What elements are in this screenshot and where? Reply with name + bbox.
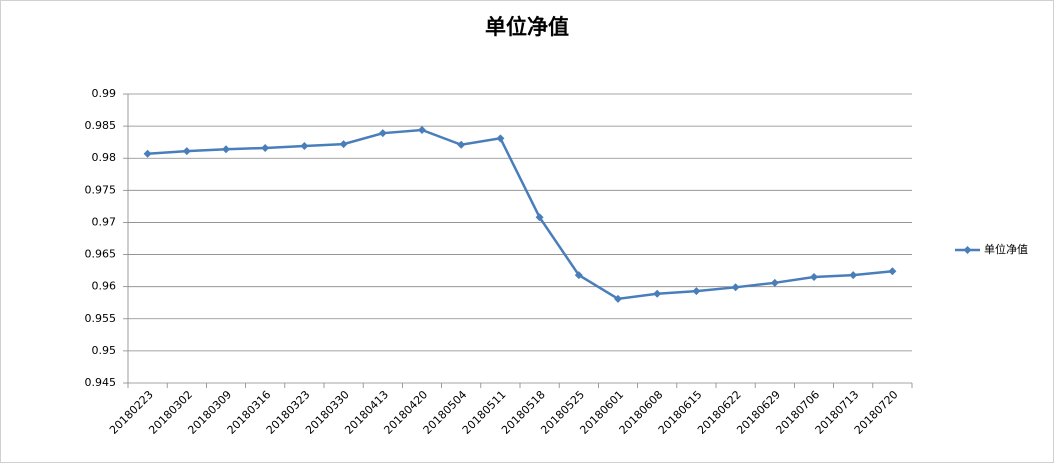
marker bbox=[849, 271, 858, 280]
marker bbox=[339, 140, 348, 149]
y-tick-label: 0.95 bbox=[92, 344, 117, 357]
marker bbox=[653, 289, 662, 298]
marker bbox=[378, 129, 387, 138]
y-tick-label: 0.96 bbox=[92, 280, 117, 293]
marker bbox=[810, 273, 818, 282]
marker bbox=[182, 147, 191, 156]
marker bbox=[770, 278, 779, 287]
y-tick-label: 0.985 bbox=[85, 119, 117, 132]
y-tick-label: 0.965 bbox=[85, 248, 117, 261]
marker bbox=[496, 134, 505, 143]
marker bbox=[261, 143, 270, 152]
marker bbox=[731, 283, 740, 292]
y-tick-label: 0.955 bbox=[85, 312, 117, 325]
marker bbox=[222, 145, 230, 154]
y-tick-label: 0.975 bbox=[85, 183, 117, 196]
marker bbox=[418, 125, 426, 134]
line bbox=[147, 128, 893, 301]
y-tick-label: 0.99 bbox=[92, 87, 117, 100]
chart-title: 单位净值 bbox=[485, 15, 569, 39]
y-tick-label: 0.97 bbox=[92, 215, 117, 228]
marker bbox=[574, 271, 583, 280]
marker bbox=[692, 287, 701, 296]
legend-marker bbox=[963, 246, 972, 254]
legend-label: 单位净值 bbox=[984, 242, 1028, 256]
marker bbox=[888, 267, 897, 276]
marker bbox=[614, 294, 622, 303]
marker bbox=[300, 142, 309, 151]
y-tick-label: 0.98 bbox=[92, 151, 117, 164]
marker bbox=[457, 140, 466, 149]
marker bbox=[143, 149, 152, 158]
marker bbox=[535, 213, 544, 222]
y-tick-label: 0.945 bbox=[85, 376, 117, 389]
